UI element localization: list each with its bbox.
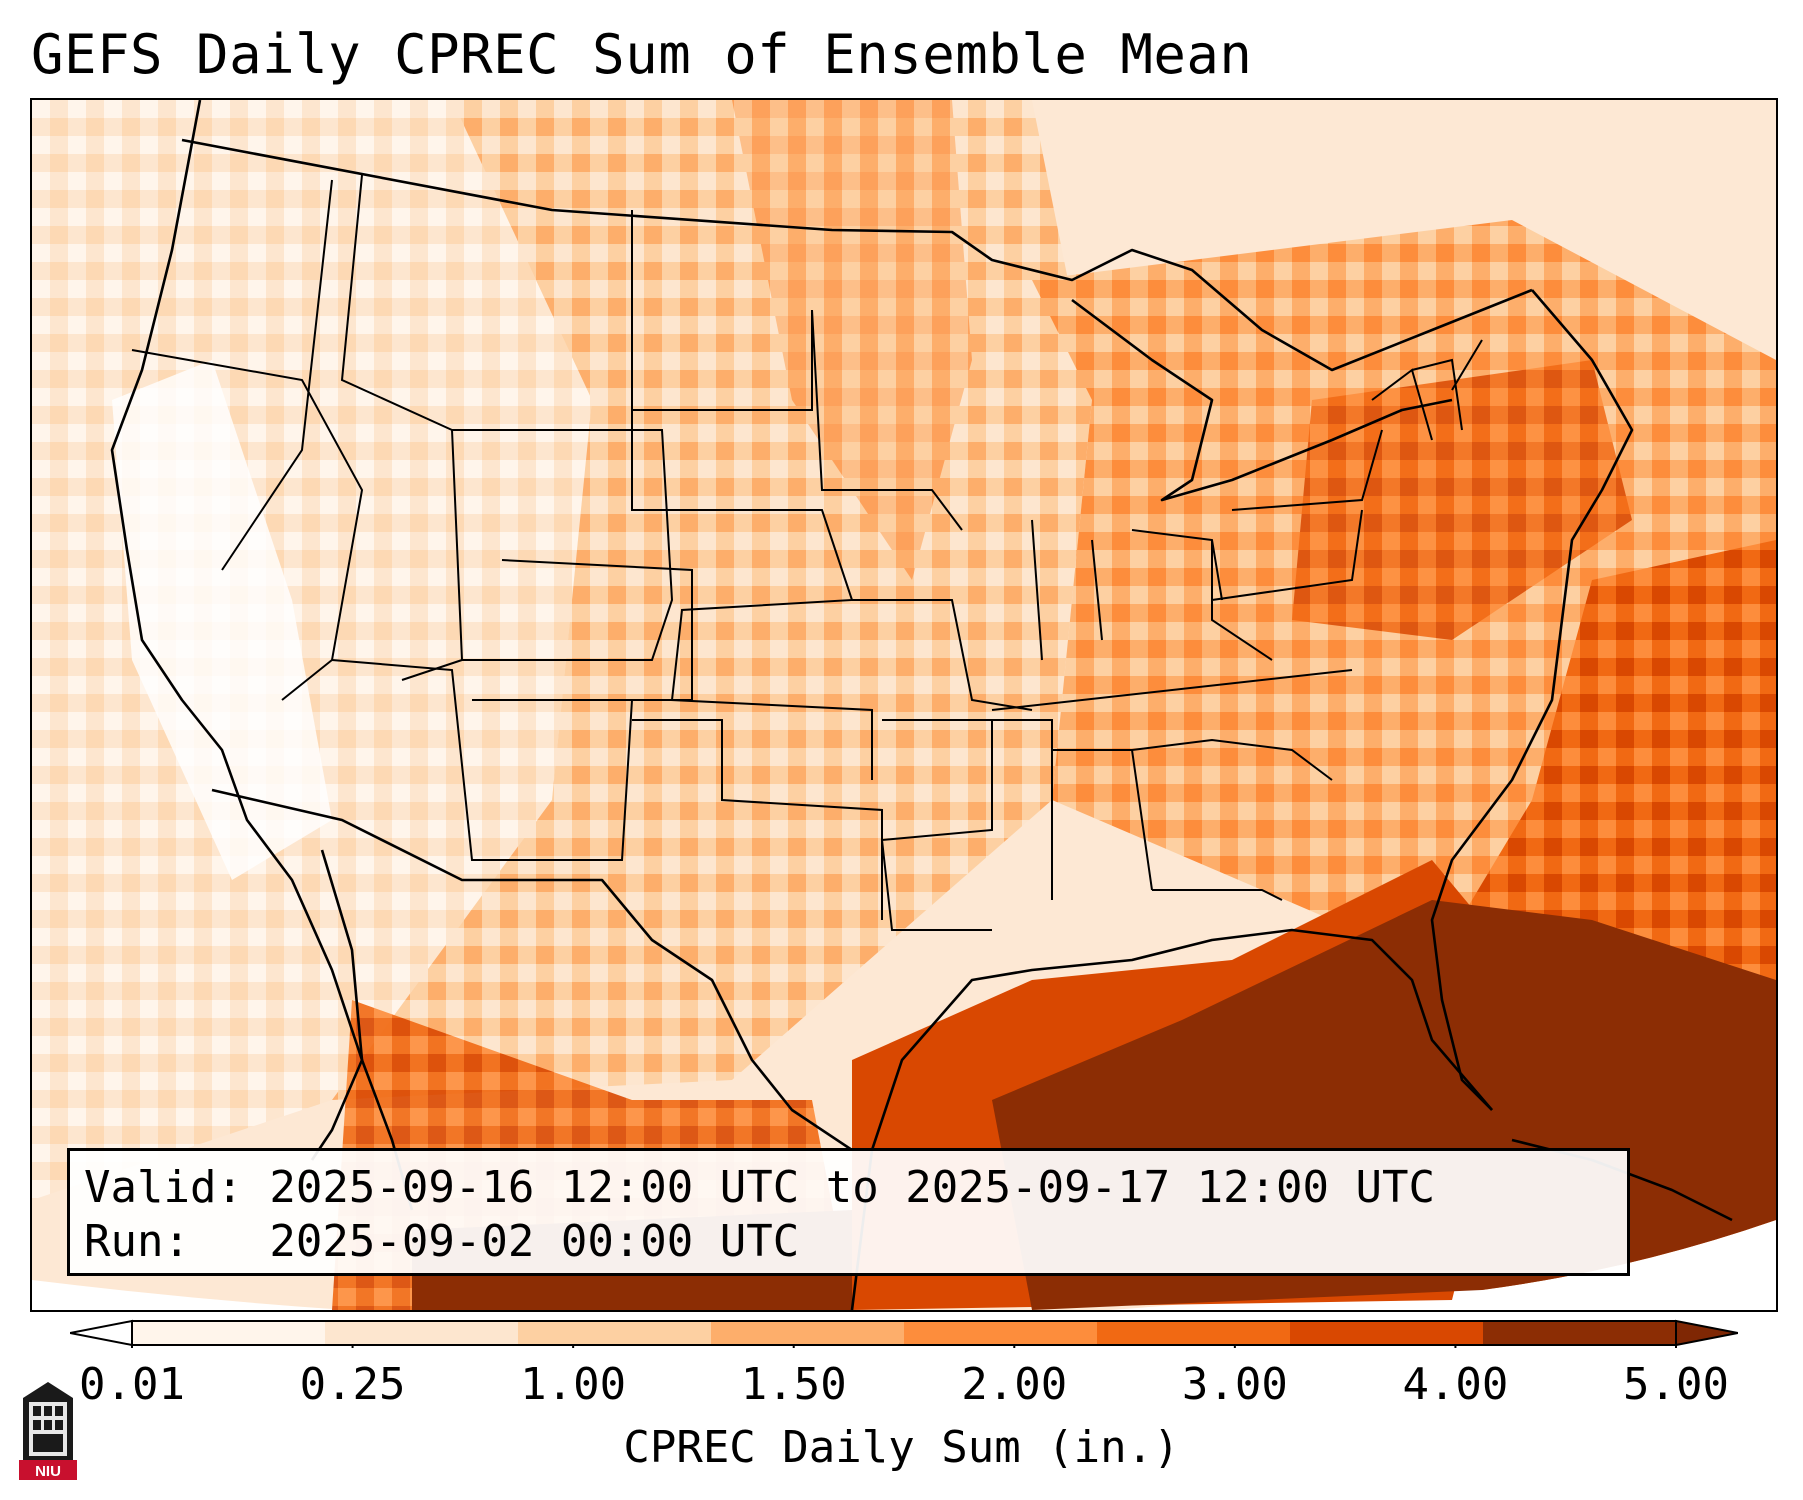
state-border-southwest: [331, 659, 633, 861]
state-border-new-england: [1411, 339, 1483, 431]
us-canada-border: [181, 138, 1533, 372]
colorbar-segment: [132, 1321, 326, 1345]
colorbar-segment: [325, 1321, 519, 1345]
colorbar-tick-label: 1.00: [520, 1359, 627, 1410]
state-border-nw: [221, 179, 333, 571]
state-border-rockies: [452, 429, 674, 661]
run-time-text: Run: 2025-09-02 00:00 UTC: [84, 1216, 800, 1267]
baja-coast: [310, 849, 364, 1161]
precip-field-northeast: [1292, 360, 1632, 640]
colorbar-tick-label: 2.00: [961, 1359, 1068, 1410]
precipitation-map: [30, 98, 1778, 1312]
colorbar-segment: [1290, 1321, 1484, 1345]
colorbar-tick-label: 0.01: [79, 1359, 185, 1410]
colorbar-tick-label: 4.00: [1402, 1359, 1509, 1410]
colorbar-segment: [1097, 1321, 1291, 1345]
great-lakes: [1071, 298, 1453, 502]
precip-field-west: [32, 100, 592, 1200]
state-border-dakotas: [631, 210, 813, 411]
state-border-midwest: [852, 599, 1033, 711]
colorbar-label: CPREC Daily Sum (in.): [623, 1422, 1180, 1473]
colorbar-outline: [131, 1320, 1677, 1346]
state-border-appalachia: [1211, 509, 1363, 661]
state-border-co: [472, 559, 693, 701]
state-border-plains: [631, 410, 873, 780]
precip-field-west-dry: [112, 360, 332, 880]
us-mexico-border: [211, 788, 853, 1152]
state-border-mn-ia: [811, 309, 963, 531]
state-border-nv: [131, 349, 364, 701]
precip-field-plains: [732, 100, 972, 580]
colorbar-segment: [904, 1321, 1098, 1345]
colorbar-tick-label: 3.00: [1181, 1359, 1288, 1410]
state-border-ga-sc: [1131, 738, 1333, 781]
colorbar-tick-label: 1.50: [740, 1359, 847, 1410]
colorbar-over-triangle: [1675, 1319, 1738, 1347]
gulf-coastline: [850, 928, 1493, 1310]
colorbar-under-triangle: [70, 1319, 133, 1347]
niu-logo: NIU: [19, 1382, 77, 1480]
chart-title: GEFS Daily CPREC Sum of Ensemble Mean: [31, 23, 1253, 86]
valid-time-text: Valid: 2025-09-16 12:00 UTC to 2025-09-1…: [84, 1162, 1436, 1213]
colorbar-tick-label: 0.25: [299, 1359, 406, 1410]
west-coastline: [110, 100, 414, 1211]
state-border-tn-ky: [991, 669, 1353, 711]
colorbar: [70, 1319, 1738, 1348]
colorbar-segment: [1483, 1321, 1677, 1345]
logo-text: NIU: [35, 1463, 61, 1480]
colorbar-tick-label: 5.00: [1623, 1359, 1729, 1410]
state-border-fl-ga: [1152, 889, 1283, 901]
domain-outside: [32, 1220, 1776, 1310]
colorbar-segment: [518, 1321, 712, 1345]
valid-run-info-box: Valid: 2025-09-16 12:00 UTC to 2025-09-1…: [67, 1148, 1630, 1276]
east-coastline: [1430, 289, 1634, 1111]
state-border-ar-la: [880, 719, 993, 931]
colorbar-segment: [711, 1321, 905, 1345]
